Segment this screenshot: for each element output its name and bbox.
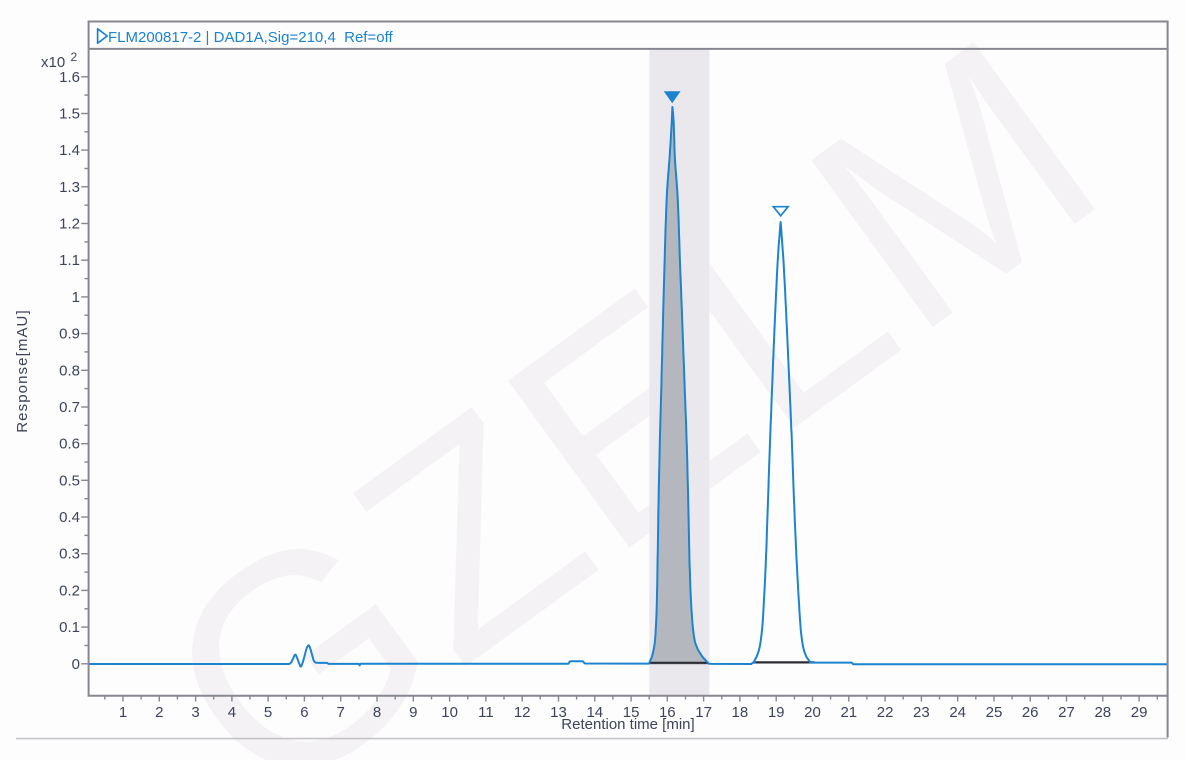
svg-text:29: 29 (1131, 704, 1148, 721)
svg-text:1.4: 1.4 (59, 142, 80, 159)
svg-text:8: 8 (373, 704, 381, 721)
svg-text:4: 4 (228, 704, 236, 721)
svg-text:9: 9 (409, 704, 417, 721)
svg-text:6: 6 (300, 704, 308, 721)
svg-text:1.5: 1.5 (59, 106, 80, 123)
svg-text:11: 11 (478, 704, 494, 721)
svg-text:13: 13 (550, 704, 567, 721)
svg-text:7: 7 (337, 704, 345, 721)
svg-text:0.5: 0.5 (59, 472, 80, 489)
svg-text:0.2: 0.2 (59, 582, 80, 599)
svg-text:1.3: 1.3 (59, 179, 80, 196)
svg-text:23: 23 (913, 704, 930, 721)
svg-text:2: 2 (71, 50, 78, 64)
svg-text:1: 1 (119, 704, 127, 721)
svg-text:0: 0 (72, 656, 80, 673)
svg-text:1.1: 1.1 (59, 252, 80, 269)
svg-text:0.9: 0.9 (59, 326, 80, 343)
svg-text:3: 3 (191, 704, 199, 721)
svg-text:2: 2 (155, 704, 163, 721)
svg-text:24: 24 (949, 704, 966, 721)
svg-text:5: 5 (264, 704, 272, 721)
svg-text:16: 16 (659, 704, 676, 721)
svg-text:1.6: 1.6 (59, 69, 80, 86)
svg-text:19: 19 (768, 704, 785, 721)
svg-text:15: 15 (623, 704, 640, 721)
svg-text:Response[mAU]: Response[mAU] (14, 309, 31, 433)
svg-text:GZELM: GZELM (106, 0, 1156, 760)
svg-text:12: 12 (514, 704, 531, 721)
svg-text:17: 17 (695, 704, 712, 721)
svg-text:14: 14 (586, 704, 603, 721)
svg-text:0.6: 0.6 (59, 436, 80, 453)
svg-text:21: 21 (840, 704, 857, 721)
svg-text:25: 25 (986, 704, 1003, 721)
svg-text:FLM200817-2 | DAD1A,Sig=210,4: FLM200817-2 | DAD1A,Sig=210,4 Ref=off (108, 29, 393, 46)
svg-text:0.1: 0.1 (59, 619, 80, 636)
svg-text:18: 18 (732, 704, 749, 721)
svg-text:0.8: 0.8 (59, 362, 80, 379)
svg-text:0.4: 0.4 (59, 509, 80, 526)
svg-text:Retention time [min]: Retention time [min] (561, 716, 694, 733)
svg-text:27: 27 (1058, 704, 1075, 721)
svg-text:22: 22 (877, 704, 894, 721)
svg-text:1: 1 (72, 289, 80, 306)
svg-text:0.3: 0.3 (59, 546, 80, 563)
svg-text:26: 26 (1022, 704, 1039, 721)
svg-text:0.7: 0.7 (59, 399, 80, 416)
svg-text:20: 20 (804, 704, 821, 721)
svg-text:1.2: 1.2 (59, 216, 80, 233)
svg-text:x10: x10 (41, 54, 65, 71)
svg-text:10: 10 (441, 704, 458, 721)
svg-text:28: 28 (1094, 704, 1111, 721)
